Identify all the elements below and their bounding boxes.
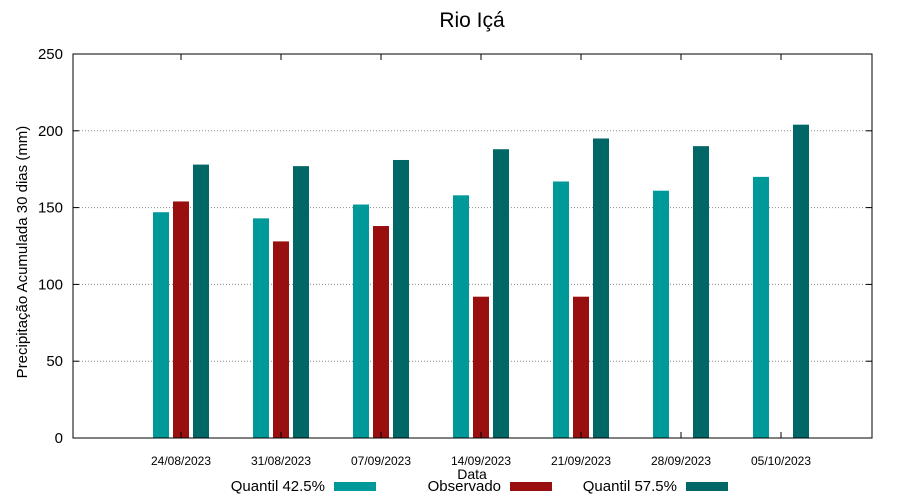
bar-quantil-57-5 [693, 146, 709, 438]
legend-swatch [510, 482, 552, 491]
legend-label: Quantil 42.5% [231, 478, 325, 495]
bar-observado [373, 226, 389, 438]
bar-quantil-42-5 [753, 176, 769, 438]
y-tick-label: 250 [38, 46, 63, 63]
x-tick-label: 14/09/2023 [451, 454, 511, 468]
bar-quantil-57-5 [593, 138, 609, 439]
x-axis-label: Data [457, 466, 487, 482]
bar-quantil-42-5 [453, 195, 469, 438]
x-tick-label: 05/10/2023 [751, 454, 811, 468]
plot-frame [72, 53, 873, 439]
bar-quantil-42-5 [253, 218, 269, 438]
axis-layer: 0 50 100 150 200 250 24/08/2023 31/08/2023 07/09… [38, 46, 872, 468]
bars-layer [153, 124, 809, 439]
bar-observado [573, 296, 589, 438]
x-tick-label: 07/09/2023 [351, 454, 411, 468]
legend-swatch [334, 482, 376, 491]
bar-quantil-42-5 [153, 212, 169, 438]
y-tick-label: 150 [38, 200, 63, 217]
x-tick-label: 31/08/2023 [251, 454, 311, 468]
legend: Quantil 42.5% Observado Quantil 57.5% [231, 478, 728, 495]
legend-label: Observado [428, 478, 501, 495]
bar-quantil-42-5 [653, 190, 669, 438]
grid-layer [73, 130, 872, 362]
y-tick-label: 50 [46, 353, 63, 370]
bar-quantil-57-5 [193, 164, 209, 439]
chart-title: Rio Içá [439, 9, 505, 32]
bar-observado [473, 296, 489, 438]
bar-observado [173, 201, 189, 438]
bar-quantil-57-5 [793, 124, 809, 438]
bar-quantil-42-5 [553, 181, 569, 438]
bar-observado [273, 241, 289, 438]
y-tick-label: 100 [38, 276, 63, 293]
bar-quantil-42-5 [353, 204, 369, 438]
y-tick-label: 200 [38, 123, 63, 140]
legend-swatch [686, 482, 728, 491]
x-tick-label: 24/08/2023 [151, 454, 211, 468]
y-tick-label: 0 [55, 430, 63, 447]
bar-quantil-57-5 [293, 166, 309, 439]
bar-quantil-57-5 [393, 159, 409, 438]
x-tick-label: 21/09/2023 [551, 454, 611, 468]
x-tick-label: 28/09/2023 [651, 454, 711, 468]
y-axis-label: Precipitação Acumulada 30 dias (mm) [14, 126, 31, 379]
legend-label: Quantil 57.5% [583, 478, 677, 495]
bar-quantil-57-5 [493, 149, 509, 438]
